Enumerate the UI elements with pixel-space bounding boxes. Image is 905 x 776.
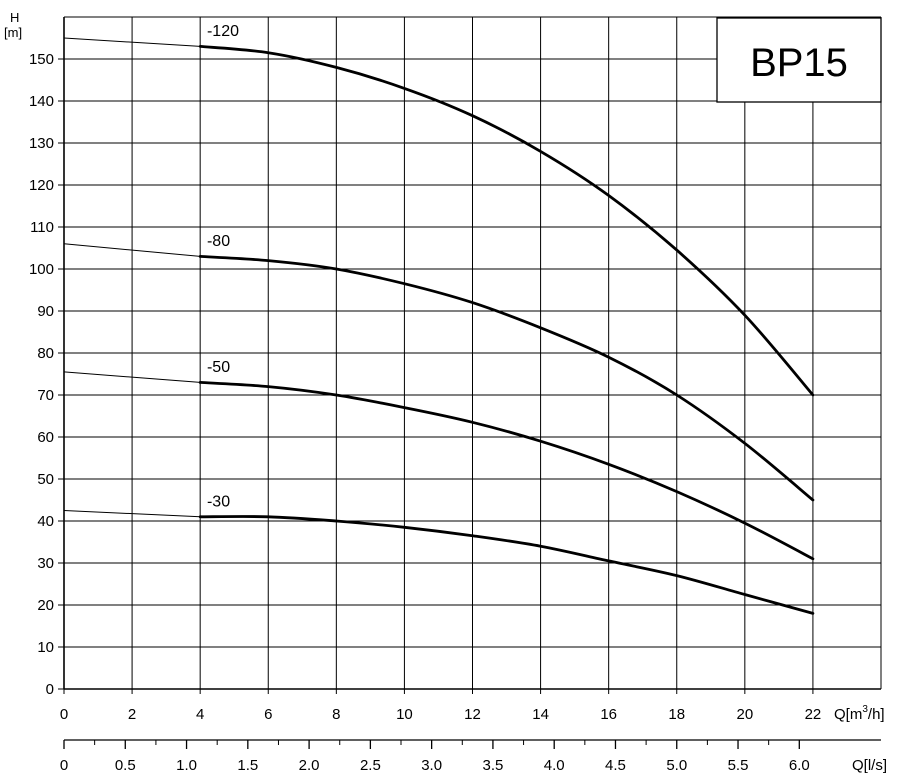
model-label: BP15 — [750, 41, 848, 85]
x-tick-label: 4 — [196, 706, 204, 723]
y-tick-label: 100 — [29, 261, 54, 278]
series-curve — [198, 45, 815, 397]
y-tick-label: 130 — [29, 135, 54, 152]
ls-tick-label: 2.5 — [360, 757, 381, 774]
x-tick-label: 10 — [396, 706, 413, 723]
y-tick-label: 20 — [37, 597, 54, 614]
ls-tick-label: 4.0 — [544, 757, 565, 774]
x-tick-label: 20 — [736, 706, 753, 723]
y-axis-unit: [m] — [4, 25, 22, 40]
ls-tick-label: 0 — [60, 757, 68, 774]
x-tick-label: 8 — [332, 706, 340, 723]
x-tick-label: 18 — [668, 706, 685, 723]
model-label-box — [716, 17, 882, 103]
ls-tick-label: 3.0 — [421, 757, 442, 774]
x-axis-label-primary: Q[m3/h] — [834, 704, 885, 723]
series-extension-line — [63, 371, 201, 383]
y-tick-label: 150 — [29, 51, 54, 68]
ls-tick-label: 6.0 — [789, 757, 810, 774]
series-extension-line — [63, 243, 201, 257]
x-tick-label: 2 — [128, 706, 136, 723]
y-tick-label: 140 — [29, 93, 54, 110]
y-tick-label: 110 — [30, 219, 54, 236]
x-tick-label: 12 — [464, 706, 481, 723]
ls-axis-ticks: 0 0.5 1.0 1.5 2.0 2.5 3.0 3.5 4.0 4.5 5.0 5.5 6.0 — [60, 739, 881, 774]
ls-tick-label: 3.5 — [482, 757, 503, 774]
y-tick-label: 60 — [37, 429, 54, 446]
series-extension-line — [63, 510, 201, 518]
y-tick-label: 50 — [37, 471, 54, 488]
ls-tick-label: 1.5 — [237, 757, 258, 774]
x-axis-label-secondary: Q[l/s] — [852, 757, 887, 774]
series-label: -50 — [207, 359, 230, 376]
y-tick-label: 10 — [37, 639, 54, 656]
series-curve — [198, 381, 815, 561]
y-axis-label: H — [10, 10, 19, 25]
x-tick-label: 22 — [805, 706, 822, 723]
series-curve — [198, 254, 815, 502]
ls-tick-label: 5.0 — [666, 757, 687, 774]
x-tick-label: 14 — [532, 706, 549, 723]
y-tick-label: 80 — [37, 345, 54, 362]
series-curve — [198, 515, 815, 615]
x-axis-ticks: 0 2 4 6 8 10 12 14 16 18 20 22 — [60, 689, 821, 723]
series-group: -120 -80 -50 -30 — [63, 23, 815, 615]
y-tick-label: 30 — [37, 555, 54, 572]
y-tick-label: 90 — [37, 303, 54, 320]
y-tick-label: 40 — [37, 513, 54, 530]
y-tick-label: 70 — [37, 387, 54, 404]
grid — [63, 16, 882, 690]
ls-tick-label: 4.5 — [605, 757, 626, 774]
y-tick-label: 0 — [46, 681, 54, 698]
y-axis-ticks: 0 10 20 30 40 50 60 70 80 90 100 110 120 130 140 150 — [29, 51, 64, 698]
series-label: -80 — [207, 233, 230, 250]
ls-tick-label: 5.5 — [728, 757, 749, 774]
x-tick-label: 16 — [600, 706, 617, 723]
ls-tick-label: 1.0 — [176, 757, 197, 774]
series-label: -120 — [207, 23, 239, 40]
series-extension-line — [63, 37, 201, 47]
series-label: -30 — [207, 493, 230, 510]
x-tick-label: 6 — [264, 706, 272, 723]
ls-tick-label: 0.5 — [115, 757, 136, 774]
x-tick-label: 0 — [60, 706, 68, 723]
ls-tick-label: 2.0 — [299, 757, 320, 774]
y-tick-label: 120 — [29, 177, 54, 194]
